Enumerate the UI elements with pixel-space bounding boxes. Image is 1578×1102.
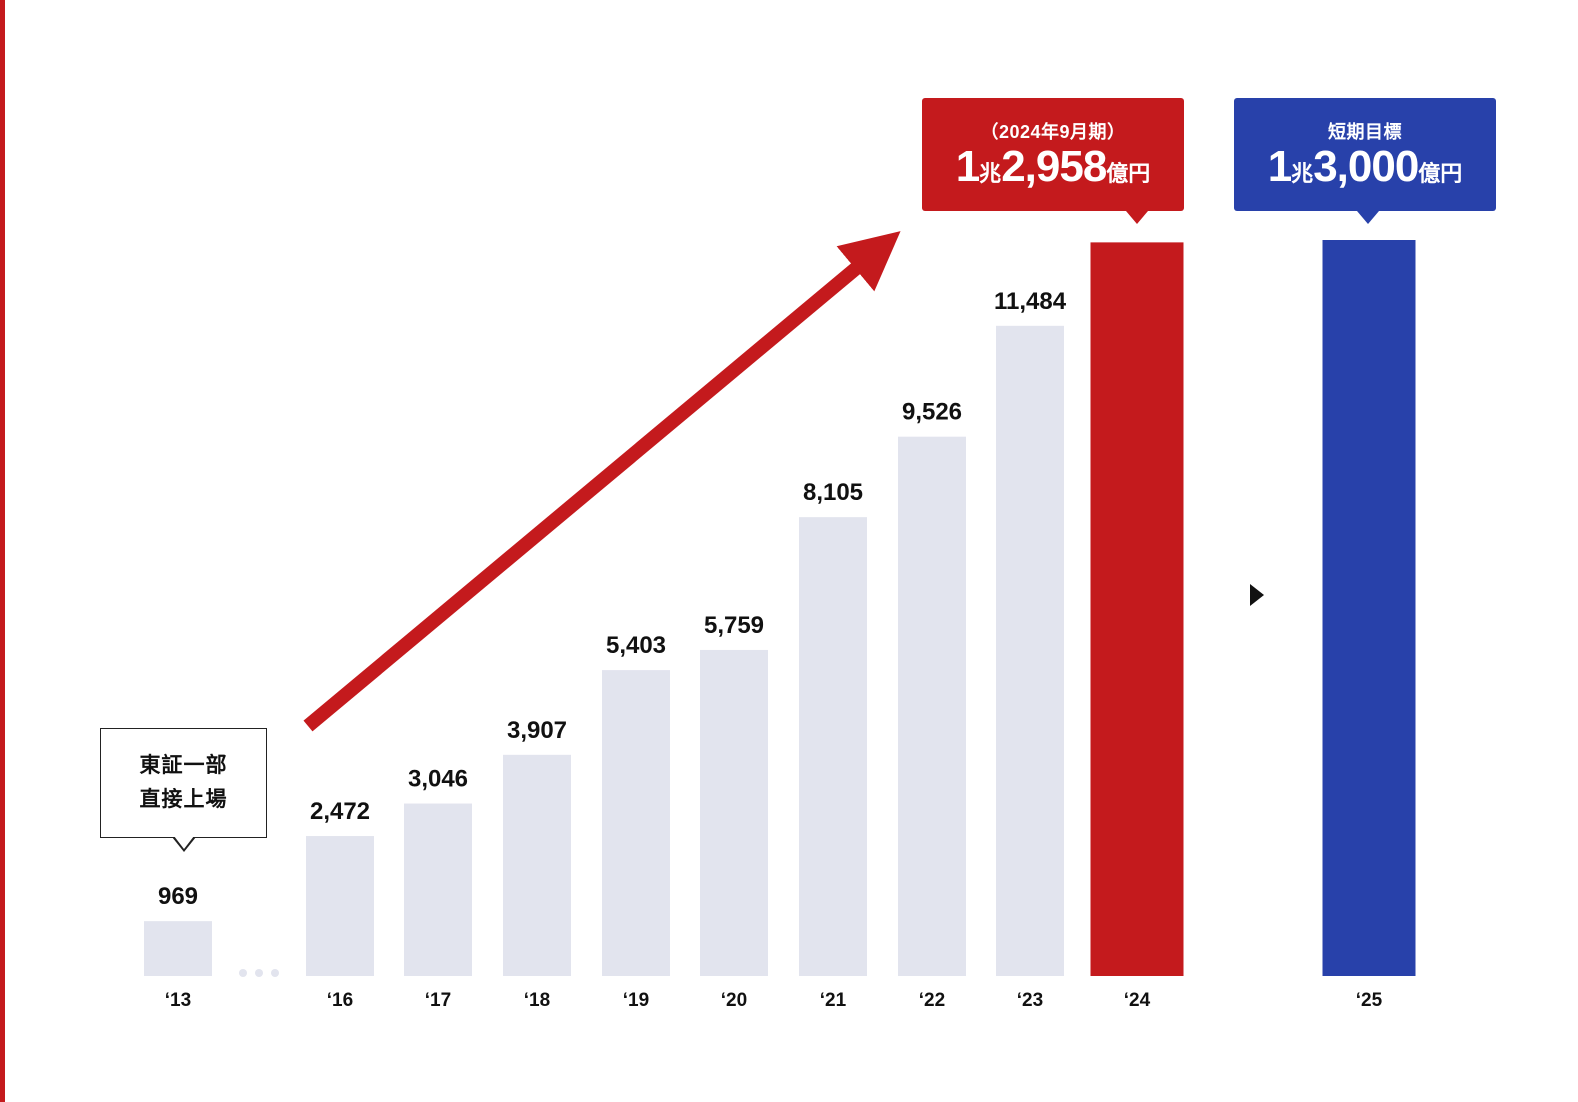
callout-target-value: 1兆3,000億円	[1234, 142, 1496, 192]
value-label-6: 8,105	[803, 479, 863, 506]
bar-8	[996, 325, 1064, 976]
bar-9	[1090, 242, 1184, 976]
value-label-5: 5,759	[704, 612, 764, 639]
value-label-0: 969	[158, 883, 198, 910]
bar-6	[799, 517, 867, 976]
callout-actual-main-num: 2,958	[1001, 142, 1107, 191]
listing-note-line1: 東証一部	[139, 754, 228, 777]
callout-actual-value: 1兆2,958億円	[922, 142, 1184, 192]
value-label-3: 3,907	[507, 717, 567, 744]
ellipsis-dots-icon	[239, 969, 279, 977]
x-tick-label-1: ‘16	[327, 990, 353, 1011]
x-tick-label-6: ‘21	[820, 990, 847, 1011]
value-label-2: 3,046	[408, 766, 468, 793]
x-tick-label-7: ‘22	[919, 990, 945, 1011]
bar-0	[144, 921, 212, 976]
callout-actual-lead-num: 1	[955, 142, 981, 191]
callout-actual-unit1: 兆	[979, 161, 1002, 186]
value-label-7: 9,526	[902, 399, 962, 426]
bar-5	[700, 649, 768, 976]
bar-3	[503, 754, 571, 976]
x-tick-label-5: ‘20	[721, 990, 747, 1011]
x-tick-label-4: ‘19	[623, 990, 649, 1011]
bar-7	[898, 436, 966, 976]
x-tick-label-0: ‘13	[165, 990, 191, 1011]
callout-actual-unit2: 億円	[1106, 161, 1151, 186]
value-label-1: 2,472	[310, 798, 370, 825]
callout-actual: （2024年9月期） 1兆2,958億円	[922, 98, 1184, 224]
bar-10	[1322, 240, 1416, 976]
callout-target-caption: 短期目標	[1328, 122, 1402, 142]
ellipsis-dot	[239, 969, 247, 977]
left-accent-rule	[0, 0, 5, 1102]
trend-arrow-icon	[303, 231, 901, 732]
bar-1	[306, 836, 374, 976]
value-label-4: 5,403	[606, 632, 666, 659]
callout-target-unit2: 億円	[1418, 161, 1463, 186]
ellipsis-dot	[271, 969, 279, 977]
x-tick-label-2: ‘17	[425, 990, 451, 1011]
ellipsis-dot	[255, 969, 263, 977]
callout-actual-caption: （2024年9月期）	[980, 122, 1126, 142]
callout-target-unit1: 兆	[1291, 161, 1314, 186]
callout-actual-pointer	[1126, 211, 1148, 224]
x-tick-label-8: ‘23	[1017, 990, 1043, 1011]
x-tick-label-9: ‘24	[1124, 990, 1151, 1011]
bar-4	[602, 670, 670, 976]
triangle-right-icon	[1250, 584, 1264, 606]
callout-target-main-num: 3,000	[1313, 142, 1419, 191]
callout-target-pointer	[1357, 211, 1379, 224]
value-label-8: 11,484	[994, 288, 1067, 315]
listing-note: 東証一部 直接上場	[100, 728, 267, 838]
listing-note-pointer-fill	[174, 836, 194, 849]
callout-target-lead-num: 1	[1267, 142, 1293, 191]
x-tick-label-3: ‘18	[524, 990, 550, 1011]
callout-target: 短期目標 1兆3,000億円	[1234, 98, 1496, 224]
bar-2	[404, 803, 472, 976]
listing-note-line2: 直接上場	[139, 788, 228, 811]
x-tick-label-10: ‘25	[1356, 990, 1383, 1011]
